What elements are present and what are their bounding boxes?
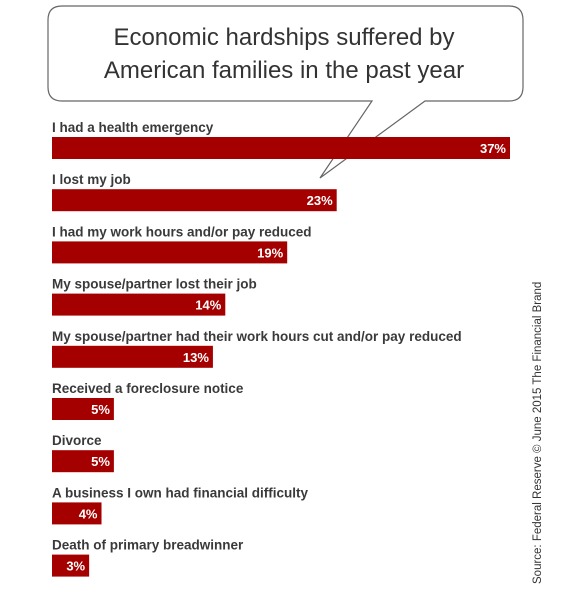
category-label: My spouse/partner had their work hours c…	[52, 329, 462, 344]
category-label: Divorce	[52, 433, 102, 448]
data-label: 4%	[79, 506, 98, 521]
chart-title-line-1: Economic hardships suffered by	[113, 24, 454, 51]
category-label: A business I own had financial difficult…	[52, 485, 309, 500]
bar	[52, 241, 288, 264]
data-label: 14%	[195, 298, 221, 313]
data-label: 19%	[257, 245, 283, 260]
category-label: My spouse/partner lost their job	[52, 277, 257, 292]
data-label: 13%	[183, 350, 209, 365]
bar	[52, 293, 226, 316]
bar	[52, 554, 90, 577]
bar	[52, 189, 337, 212]
bar	[52, 502, 102, 525]
data-label: 5%	[91, 454, 110, 469]
bar-series: I had a health emergency 37% I lost my job…	[52, 120, 510, 577]
data-label: 37%	[480, 141, 506, 156]
category-label: I had a health emergency	[52, 120, 214, 135]
category-label: Death of primary breadwinner	[52, 538, 244, 553]
source-note: Source: Federal Reserve © June 2015 The …	[532, 282, 544, 584]
data-label: 23%	[307, 193, 333, 208]
category-label: I had my work hours and/or pay reduced	[52, 224, 312, 239]
chart-title-line-2: American families in the past year	[104, 57, 464, 84]
title-callout: Economic hardships suffered by American …	[47, 5, 524, 179]
category-label: Received a foreclosure notice	[52, 381, 244, 396]
bar	[52, 345, 213, 368]
bar	[52, 137, 510, 159]
bar	[52, 398, 114, 420]
bar	[52, 450, 114, 473]
category-label: I lost my job	[52, 172, 131, 187]
data-label: 5%	[91, 402, 110, 417]
data-label: 3%	[66, 559, 85, 574]
